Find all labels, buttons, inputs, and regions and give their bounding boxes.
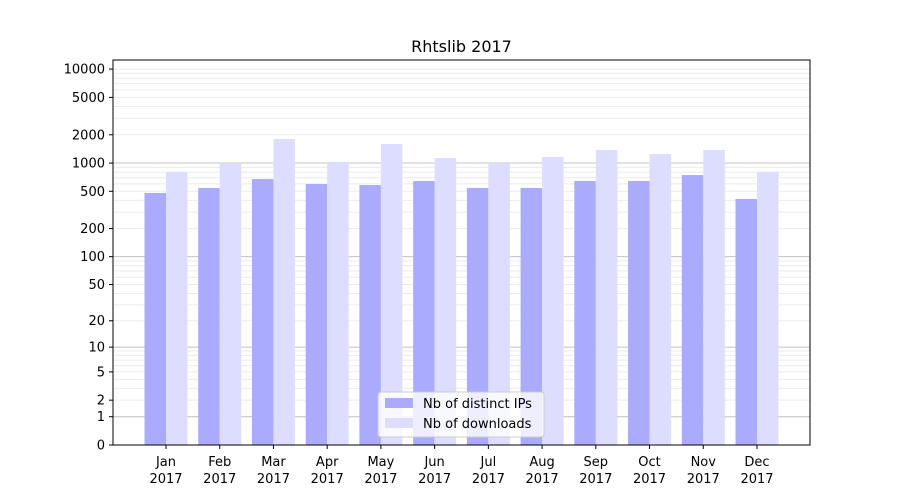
- y-tick-label: 2000: [72, 128, 105, 143]
- bar-downloads: [649, 154, 672, 445]
- chart-title: Rhtslib 2017: [411, 37, 512, 56]
- x-tick-label: 2017: [579, 472, 612, 487]
- x-tick-label: Mar: [261, 455, 286, 470]
- x-tick-label: 2017: [526, 472, 559, 487]
- bar-downloads: [488, 163, 510, 445]
- y-tick-label: 500: [80, 185, 105, 200]
- x-tick-label: 2017: [311, 472, 344, 487]
- x-tick-label: 2017: [257, 472, 290, 487]
- bar-downloads: [166, 172, 188, 445]
- bar-downloads: [434, 158, 457, 445]
- y-tick-label: 5: [97, 365, 105, 380]
- bar-distinct-ips: [251, 179, 274, 445]
- legend-label: Nb of distinct IPs: [423, 397, 532, 412]
- legend-swatch: [385, 398, 413, 408]
- bar-distinct-ips: [628, 180, 650, 445]
- bar-downloads: [542, 157, 564, 445]
- y-tick-label: 0: [97, 439, 105, 454]
- bar-distinct-ips: [520, 188, 543, 445]
- x-tick-label: Aug: [529, 455, 554, 470]
- legend-box: [377, 391, 545, 438]
- x-tick-label: 2017: [472, 472, 505, 487]
- bar-distinct-ips: [574, 180, 596, 445]
- bar-downloads: [219, 163, 242, 445]
- bar-downloads: [380, 144, 403, 446]
- x-tick-label: Oct: [638, 455, 660, 470]
- plot-frame: [112, 59, 811, 446]
- bar-distinct-ips: [144, 192, 166, 445]
- y-tick-label: 10: [88, 341, 105, 356]
- x-tick-label: 2017: [687, 472, 720, 487]
- legend: Nb of distinct IPs Nb of downloads: [377, 391, 545, 438]
- y-tick-label: 1000: [72, 157, 105, 172]
- bar-distinct-ips: [413, 180, 435, 445]
- bar-downloads: [757, 172, 779, 445]
- bar-distinct-ips: [466, 188, 489, 445]
- bar-downloads: [703, 150, 725, 446]
- x-tick-label: 2017: [203, 472, 236, 487]
- x-tick-label: Jan: [155, 455, 176, 470]
- bar-downloads: [273, 139, 295, 445]
- y-tick-label: 5000: [72, 91, 105, 106]
- y-tick-label: 100: [80, 250, 105, 265]
- y-tick-label: 50: [88, 278, 105, 293]
- x-tick-label: 2017: [633, 472, 666, 487]
- x-tick-label: 2017: [364, 472, 397, 487]
- x-tick-label: 2017: [418, 472, 451, 487]
- y-tick-label: 2: [97, 394, 105, 409]
- y-tick-label: 200: [80, 222, 105, 237]
- bar-distinct-ips: [359, 185, 381, 445]
- x-tick-label: Jul: [480, 455, 497, 470]
- x-tick-label: Nov: [691, 455, 717, 470]
- bar-distinct-ips: [198, 188, 220, 445]
- x-tick-label: Dec: [744, 455, 769, 470]
- legend-swatch: [385, 418, 413, 428]
- bar-downloads: [595, 150, 618, 446]
- bar-distinct-ips: [681, 175, 704, 445]
- x-tick-label: Sep: [584, 455, 609, 470]
- bar-distinct-ips: [305, 183, 328, 445]
- y-tick-label: 10000: [64, 63, 105, 78]
- x-tick-label: 2017: [149, 472, 182, 487]
- bar-distinct-ips: [735, 198, 757, 445]
- x-tick-label: Feb: [208, 455, 231, 470]
- y-tick-label: 20: [88, 314, 105, 329]
- y-tick-label: 1: [97, 410, 105, 425]
- legend-label: Nb of downloads: [423, 417, 532, 432]
- bar-downloads: [327, 161, 349, 445]
- x-tick-label: Jun: [423, 455, 444, 470]
- x-tick-label: Apr: [316, 455, 339, 470]
- x-tick-label: May: [367, 455, 394, 470]
- x-tick-label: 2017: [740, 472, 773, 487]
